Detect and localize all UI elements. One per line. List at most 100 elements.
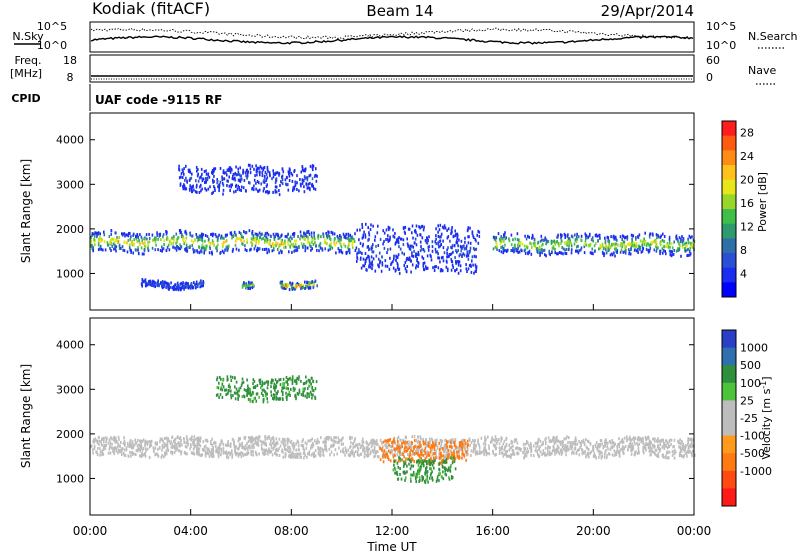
power-cell: [475, 247, 478, 251]
velocity-cell: [169, 442, 172, 445]
power-cell: [291, 173, 294, 177]
nave-tick-top: 60: [706, 54, 720, 67]
velocity-cell: [414, 476, 417, 480]
velocity-cell: [114, 440, 116, 444]
power-cell: [284, 242, 286, 246]
velocity-cell: [310, 453, 313, 457]
power-cell: [309, 286, 312, 290]
power-cell: [603, 254, 605, 258]
velocity-cell: [119, 444, 121, 448]
power-cell: [287, 242, 289, 246]
velocity-cell: [410, 449, 412, 452]
power-cell: [524, 248, 527, 252]
velocity-cell: [539, 450, 542, 454]
velocity-cell: [238, 387, 240, 391]
velocity-cell: [510, 439, 513, 443]
velocity-cell: [561, 442, 564, 445]
power-cell: [209, 185, 211, 189]
velocity-cell: [116, 440, 118, 444]
velocity-cell: [408, 440, 410, 444]
velocity-cell: [461, 452, 464, 455]
velocity-cell: [225, 455, 228, 459]
power-cell: [440, 232, 443, 236]
power-cell: [217, 243, 219, 247]
velocity-cell: [332, 439, 334, 443]
velocity-cell: [587, 451, 590, 455]
power-cell: [219, 251, 222, 254]
velocity-cell: [272, 446, 275, 450]
power-cell: [626, 235, 629, 239]
power-cell: [217, 236, 219, 240]
power-cell: [244, 244, 246, 248]
power-cell: [288, 288, 291, 292]
power-cell: [379, 237, 382, 241]
power-cell: [204, 244, 207, 248]
power-cell: [328, 244, 331, 248]
power-cell: [616, 251, 618, 254]
velocity-cell: [202, 440, 205, 444]
power-cell: [272, 190, 274, 194]
velocity-cell: [618, 450, 620, 454]
power-cell: [351, 241, 354, 245]
velocity-cell: [666, 456, 669, 460]
velocity-cell: [124, 454, 127, 457]
velocity-cell: [610, 441, 612, 445]
power-cell: [672, 252, 675, 256]
velocity-cell: [576, 442, 579, 446]
power-cell: [559, 233, 562, 237]
velocity-cell: [590, 450, 593, 454]
power-cell: [165, 232, 168, 236]
power-cell: [659, 243, 662, 247]
velocity-cell: [418, 472, 420, 476]
power-cell: [250, 237, 253, 241]
power-cell: [279, 244, 281, 247]
velocity-cell: [284, 440, 286, 444]
power-cell: [472, 263, 474, 267]
power-cell: [100, 247, 102, 251]
power-cell: [385, 228, 388, 232]
power-cell: [504, 231, 506, 235]
velocity-cell: [250, 450, 252, 454]
velocity-cell: [239, 451, 242, 455]
power-cell: [221, 236, 224, 240]
velocity-cell: [427, 480, 429, 484]
noise-tick-top-right: 10^5: [706, 20, 736, 33]
power-cell: [377, 257, 380, 261]
velocity-cell: [642, 441, 644, 445]
velocity-cell: [326, 437, 328, 440]
velocity-cell: [578, 453, 581, 457]
power-cell: [628, 242, 630, 246]
power-cell: [517, 242, 520, 246]
velocity-cell: [396, 473, 399, 477]
velocity-cell: [186, 452, 188, 456]
velocity-cell: [293, 444, 296, 448]
power-cell: [246, 285, 248, 288]
power-cell: [253, 238, 256, 242]
power-cell: [273, 238, 276, 241]
velocity-cell: [238, 438, 240, 442]
power-cell: [385, 238, 387, 242]
velocity-cell: [422, 437, 424, 441]
velocity-cell: [419, 444, 422, 448]
power-cell: [368, 258, 371, 262]
power-cell: [637, 235, 639, 239]
velocity-cell: [132, 445, 135, 449]
velocity-cell: [252, 453, 254, 457]
velocity-cell: [289, 454, 292, 458]
velocity-cell: [415, 480, 417, 484]
power-cell: [201, 179, 204, 183]
velocity-cell: [431, 470, 433, 474]
power-cell: [166, 284, 168, 288]
velocity-cell: [185, 452, 187, 456]
velocity-cell: [313, 455, 315, 459]
power-cell: [302, 245, 304, 249]
power-cell: [290, 283, 292, 287]
power-cell: [458, 254, 461, 258]
velocity-cell: [663, 456, 665, 459]
velocity-cell: [269, 442, 271, 446]
power-cell: [504, 243, 506, 247]
velocity-cell: [402, 440, 404, 444]
power-cell: [139, 233, 141, 237]
velocity-cell: [474, 439, 476, 442]
power-cell: [189, 184, 191, 188]
